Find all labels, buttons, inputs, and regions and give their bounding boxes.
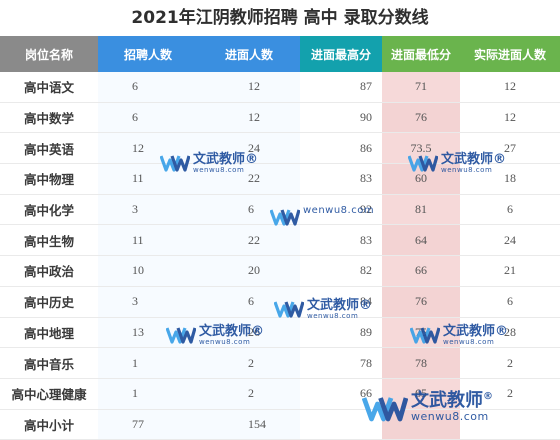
cell-position-name: 高中心理健康 — [0, 378, 98, 410]
cell-max-score: 78 — [300, 347, 382, 379]
header-recruit-count: 招聘人数 — [98, 36, 198, 72]
cell-position-name: 高中数学 — [0, 102, 98, 134]
cell-recruit-count: 6 — [98, 72, 198, 103]
cell-interview-count: 2 — [198, 378, 300, 410]
cell-interview-count: 24 — [198, 132, 300, 165]
cell-max-score — [300, 409, 382, 440]
cell-interview-count: 12 — [198, 72, 300, 103]
cell-actual-count: 28 — [460, 317, 560, 349]
cell-max-score: 82 — [300, 255, 382, 287]
table-row: 高中历史 3 6 84 76 6 — [0, 286, 560, 318]
cell-position-name: 高中化学 — [0, 194, 98, 226]
cell-actual-count — [460, 409, 560, 440]
cell-max-score: 66 — [300, 378, 382, 410]
cell-max-score: 83 — [300, 163, 382, 195]
table-row: 高中政治 10 20 82 66 21 — [0, 255, 560, 287]
cell-min-score: 75 — [382, 317, 460, 349]
cell-interview-count: 22 — [198, 163, 300, 195]
cell-actual-count: 12 — [460, 102, 560, 134]
cell-min-score: 73.5 — [382, 132, 460, 165]
cell-actual-count: 6 — [460, 194, 560, 226]
cell-position-name: 高中地理 — [0, 317, 98, 349]
score-table: 岗位名称 招聘人数 进面人数 进面最高分 进面最低分 实际进面人数 高中语文 6 1… — [0, 36, 560, 440]
cell-min-score: 65 — [382, 378, 460, 410]
cell-interview-count: 12 — [198, 102, 300, 134]
cell-actual-count: 21 — [460, 255, 560, 287]
cell-actual-count: 6 — [460, 286, 560, 318]
cell-position-name: 高中英语 — [0, 132, 98, 165]
cell-max-score: 86 — [300, 132, 382, 165]
cell-recruit-count: 3 — [98, 286, 198, 318]
cell-position-name: 高中小计 — [0, 409, 98, 440]
cell-interview-count: 26 — [198, 317, 300, 349]
cell-position-name: 高中历史 — [0, 286, 98, 318]
cell-max-score: 90 — [300, 102, 382, 134]
cell-max-score: 89 — [300, 317, 382, 349]
cell-position-name: 高中语文 — [0, 72, 98, 103]
cell-min-score: 76 — [382, 102, 460, 134]
cell-interview-count: 6 — [198, 286, 300, 318]
page-title: 2021年江阴教师招聘 高中 录取分数线 — [0, 0, 560, 36]
header-max-score: 进面最高分 — [300, 36, 382, 72]
cell-interview-count: 20 — [198, 255, 300, 287]
cell-min-score: 66 — [382, 255, 460, 287]
cell-position-name: 高中物理 — [0, 163, 98, 195]
cell-max-score: 84 — [300, 286, 382, 318]
cell-recruit-count: 12 — [98, 132, 198, 165]
table-row: 高中心理健康 1 2 66 65 2 — [0, 378, 560, 410]
header-min-score: 进面最低分 — [382, 36, 460, 72]
cell-recruit-count: 11 — [98, 224, 198, 257]
cell-interview-count: 2 — [198, 347, 300, 379]
cell-actual-count: 24 — [460, 224, 560, 257]
cell-min-score — [382, 409, 460, 440]
table-row: 高中数学 6 12 90 76 12 — [0, 102, 560, 134]
table-row: 高中英语 12 24 86 73.5 27 — [0, 132, 560, 165]
table-row: 高中语文 6 12 87 71 12 — [0, 72, 560, 103]
table-row: 高中生物 11 22 83 64 24 — [0, 224, 560, 257]
table-row: 高中地理 13 26 89 75 28 — [0, 317, 560, 349]
cell-position-name: 高中音乐 — [0, 347, 98, 379]
cell-recruit-count: 3 — [98, 194, 198, 226]
cell-recruit-count: 77 — [98, 409, 198, 440]
cell-interview-count: 22 — [198, 224, 300, 257]
cell-min-score: 81 — [382, 194, 460, 226]
cell-actual-count: 27 — [460, 132, 560, 165]
cell-actual-count: 2 — [460, 347, 560, 379]
cell-interview-count: 6 — [198, 194, 300, 226]
cell-max-score: 83 — [300, 224, 382, 257]
cell-actual-count: 2 — [460, 378, 560, 410]
table-row: 高中音乐 1 2 78 78 2 — [0, 347, 560, 379]
header-interview-count: 进面人数 — [198, 36, 300, 72]
table-row: 高中物理 11 22 83 60 18 — [0, 163, 560, 195]
cell-recruit-count: 1 — [98, 347, 198, 379]
cell-recruit-count: 10 — [98, 255, 198, 287]
cell-max-score: 87 — [300, 72, 382, 103]
cell-position-name: 高中政治 — [0, 255, 98, 287]
header-position: 岗位名称 — [0, 36, 98, 72]
table-row: 高中化学 3 6 92 81 6 — [0, 194, 560, 226]
cell-actual-count: 12 — [460, 72, 560, 103]
cell-interview-count: 154 — [198, 409, 300, 440]
cell-max-score: 92 — [300, 194, 382, 226]
cell-min-score: 78 — [382, 347, 460, 379]
cell-recruit-count: 13 — [98, 317, 198, 349]
cell-min-score: 71 — [382, 72, 460, 103]
table-header-row: 岗位名称 招聘人数 进面人数 进面最高分 进面最低分 实际进面人数 — [0, 36, 560, 72]
header-actual-count: 实际进面人数 — [460, 36, 560, 72]
cell-recruit-count: 1 — [98, 378, 198, 410]
cell-min-score: 64 — [382, 224, 460, 257]
cell-min-score: 60 — [382, 163, 460, 195]
cell-position-name: 高中生物 — [0, 224, 98, 257]
table-row: 高中小计 77 154 — [0, 409, 560, 440]
cell-recruit-count: 11 — [98, 163, 198, 195]
cell-min-score: 76 — [382, 286, 460, 318]
cell-recruit-count: 6 — [98, 102, 198, 134]
cell-actual-count: 18 — [460, 163, 560, 195]
